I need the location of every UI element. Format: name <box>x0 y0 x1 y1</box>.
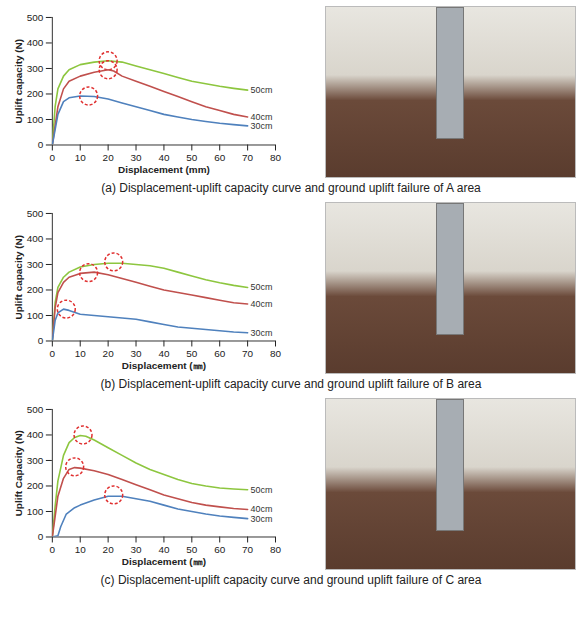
svg-text:50: 50 <box>186 152 198 163</box>
svg-text:50: 50 <box>186 348 198 359</box>
svg-text:Uplift Capacity (N): Uplift Capacity (N) <box>13 430 24 516</box>
svg-text:500: 500 <box>27 208 44 219</box>
svg-text:300: 300 <box>27 63 44 74</box>
svg-text:50cm: 50cm <box>251 85 273 95</box>
svg-text:40cm: 40cm <box>250 112 273 123</box>
svg-text:80: 80 <box>270 544 282 555</box>
svg-text:60: 60 <box>214 348 226 359</box>
svg-text:40: 40 <box>158 152 170 163</box>
svg-text:70: 70 <box>242 544 254 555</box>
svg-text:400: 400 <box>27 429 44 440</box>
svg-text:400: 400 <box>27 37 44 48</box>
svg-text:100: 100 <box>27 310 44 321</box>
svg-text:10: 10 <box>75 544 87 555</box>
svg-text:70: 70 <box>242 348 254 359</box>
svg-text:Displacement (mm): Displacement (mm) <box>118 164 210 175</box>
html-text:(c) Displacement-uplift capaci: (c) Displacement-uplift capacity curve a… <box>100 573 482 587</box>
svg-text:80: 80 <box>270 348 282 359</box>
svg-text:60: 60 <box>214 152 226 163</box>
svg-text:0: 0 <box>38 335 44 346</box>
svg-text:100: 100 <box>27 114 44 125</box>
svg-text:Uplift capacity (N): Uplift capacity (N) <box>13 39 24 124</box>
svg-text:200: 200 <box>27 88 44 99</box>
svg-text:Uplift capacity (N): Uplift capacity (N) <box>13 235 24 320</box>
svg-text:20: 20 <box>103 152 115 163</box>
svg-text:40cm: 40cm <box>250 504 273 515</box>
svg-text:Displacement (㎜): Displacement (㎜) <box>122 556 206 567</box>
svg-text:60: 60 <box>214 544 226 555</box>
svg-text:500: 500 <box>27 12 44 23</box>
svg-text:Displacement (㎜): Displacement (㎜) <box>122 360 206 371</box>
svg-text:50: 50 <box>186 544 198 555</box>
html-text:(b) Displacement-uplift capaci: (b) Displacement-uplift capacity curve a… <box>100 377 482 391</box>
svg-text:200: 200 <box>27 284 44 295</box>
svg-text:0: 0 <box>50 348 56 359</box>
svg-text:30: 30 <box>130 152 142 163</box>
svg-text:500: 500 <box>27 404 44 415</box>
svg-text:10: 10 <box>75 152 87 163</box>
svg-text:50cm: 50cm <box>251 283 273 293</box>
svg-text:30cm: 30cm <box>251 514 273 524</box>
svg-text:30cm: 30cm <box>251 328 273 338</box>
svg-text:0: 0 <box>38 531 44 542</box>
svg-text:200: 200 <box>27 480 44 491</box>
svg-text:40: 40 <box>158 544 170 555</box>
svg-text:50cm: 50cm <box>251 485 273 495</box>
svg-text:0: 0 <box>50 152 56 163</box>
svg-text:30: 30 <box>130 544 142 555</box>
svg-text:30cm: 30cm <box>251 121 273 131</box>
svg-text:20: 20 <box>103 348 115 359</box>
svg-text:20: 20 <box>103 544 115 555</box>
svg-text:40: 40 <box>158 348 170 359</box>
svg-text:0: 0 <box>50 544 56 555</box>
svg-text:70: 70 <box>242 152 254 163</box>
svg-text:300: 300 <box>27 455 44 466</box>
svg-text:300: 300 <box>27 259 44 270</box>
svg-text:30: 30 <box>130 348 142 359</box>
svg-text:0: 0 <box>38 139 44 150</box>
svg-text:40cm: 40cm <box>251 299 273 309</box>
svg-text:400: 400 <box>27 233 44 244</box>
html-text:(a) Displacement-uplift capaci: (a) Displacement-uplift capacity curve a… <box>101 181 481 195</box>
svg-text:80: 80 <box>270 152 282 163</box>
svg-text:10: 10 <box>75 348 87 359</box>
svg-text:100: 100 <box>27 506 44 517</box>
